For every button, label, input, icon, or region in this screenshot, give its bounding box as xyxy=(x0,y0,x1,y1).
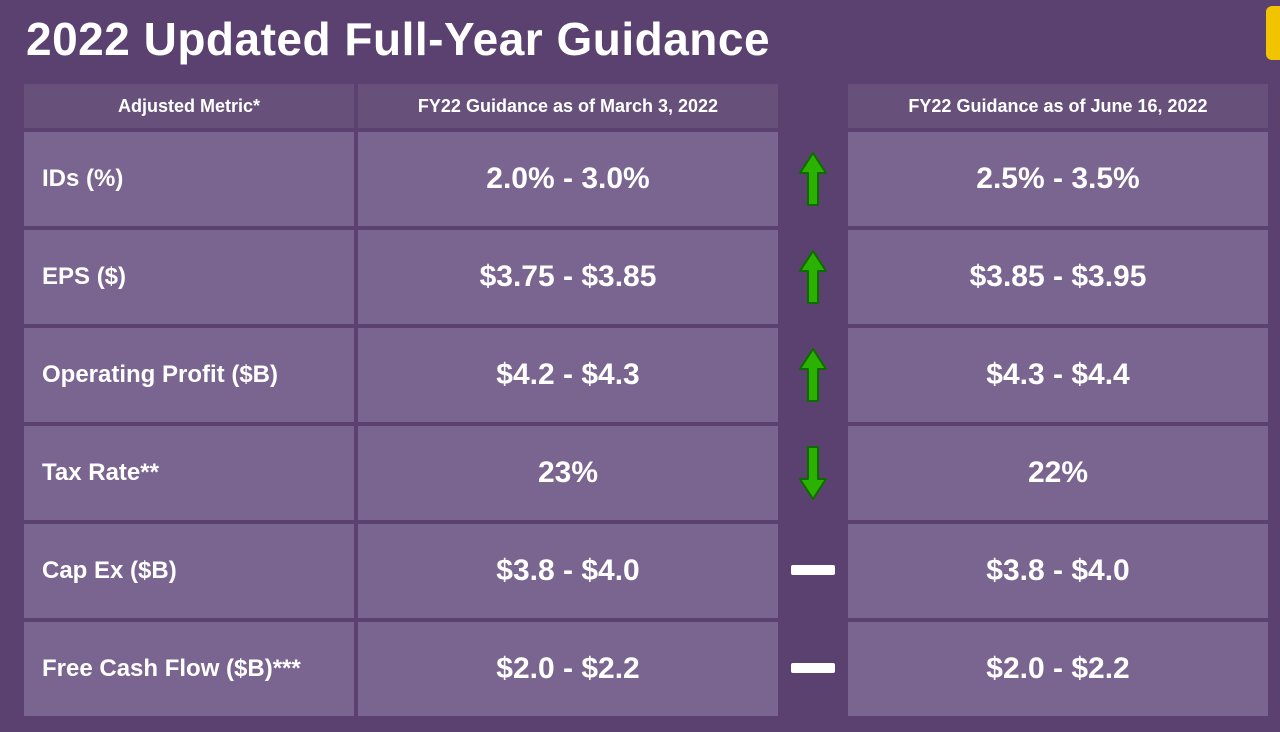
prev-value-cell: 2.0% - 3.0% xyxy=(358,132,778,226)
metric-cell: Free Cash Flow ($B)*** xyxy=(24,622,354,716)
slide: 2022 Updated Full-Year Guidance Adjusted… xyxy=(0,0,1280,732)
metric-cell: IDs (%) xyxy=(24,132,354,226)
metric-cell: Cap Ex ($B) xyxy=(24,524,354,618)
metric-cell: Operating Profit ($B) xyxy=(24,328,354,422)
col-header-metric: Adjusted Metric* xyxy=(24,84,354,128)
new-value-cell: 2.5% - 3.5% xyxy=(848,132,1268,226)
guidance-table: Adjusted Metric* FY22 Guidance as of Mar… xyxy=(20,80,1272,720)
arrow-up-icon xyxy=(782,328,844,422)
col-header-new: FY22 Guidance as of June 16, 2022 xyxy=(848,84,1268,128)
prev-value-cell: $3.75 - $3.85 xyxy=(358,230,778,324)
prev-value-cell: $4.2 - $4.3 xyxy=(358,328,778,422)
no-change-icon xyxy=(782,622,844,716)
new-value-cell: $4.3 - $4.4 xyxy=(848,328,1268,422)
metric-cell: EPS ($) xyxy=(24,230,354,324)
table-row: Cap Ex ($B)$3.8 - $4.0$3.8 - $4.0 xyxy=(24,524,1268,618)
col-header-arrow-spacer xyxy=(782,84,844,128)
new-value-cell: 22% xyxy=(848,426,1268,520)
arrow-up-icon xyxy=(782,132,844,226)
prev-value-cell: $3.8 - $4.0 xyxy=(358,524,778,618)
table-row: IDs (%)2.0% - 3.0% 2.5% - 3.5% xyxy=(24,132,1268,226)
metric-cell: Tax Rate** xyxy=(24,426,354,520)
table-row: EPS ($)$3.75 - $3.85 $3.85 - $3.95 xyxy=(24,230,1268,324)
new-value-cell: $3.8 - $4.0 xyxy=(848,524,1268,618)
prev-value-cell: 23% xyxy=(358,426,778,520)
col-header-prev: FY22 Guidance as of March 3, 2022 xyxy=(358,84,778,128)
page-title: 2022 Updated Full-Year Guidance xyxy=(26,12,1260,66)
arrow-down-icon xyxy=(782,426,844,520)
table-row: Tax Rate**23% 22% xyxy=(24,426,1268,520)
table-row: Operating Profit ($B)$4.2 - $4.3 $4.3 - $… xyxy=(24,328,1268,422)
new-value-cell: $2.0 - $2.2 xyxy=(848,622,1268,716)
new-value-cell: $3.85 - $3.95 xyxy=(848,230,1268,324)
prev-value-cell: $2.0 - $2.2 xyxy=(358,622,778,716)
no-change-icon xyxy=(782,524,844,618)
table-row: Free Cash Flow ($B)***$2.0 - $2.2$2.0 - … xyxy=(24,622,1268,716)
arrow-up-icon xyxy=(782,230,844,324)
corner-accent xyxy=(1266,6,1280,60)
table-header-row: Adjusted Metric* FY22 Guidance as of Mar… xyxy=(24,84,1268,128)
